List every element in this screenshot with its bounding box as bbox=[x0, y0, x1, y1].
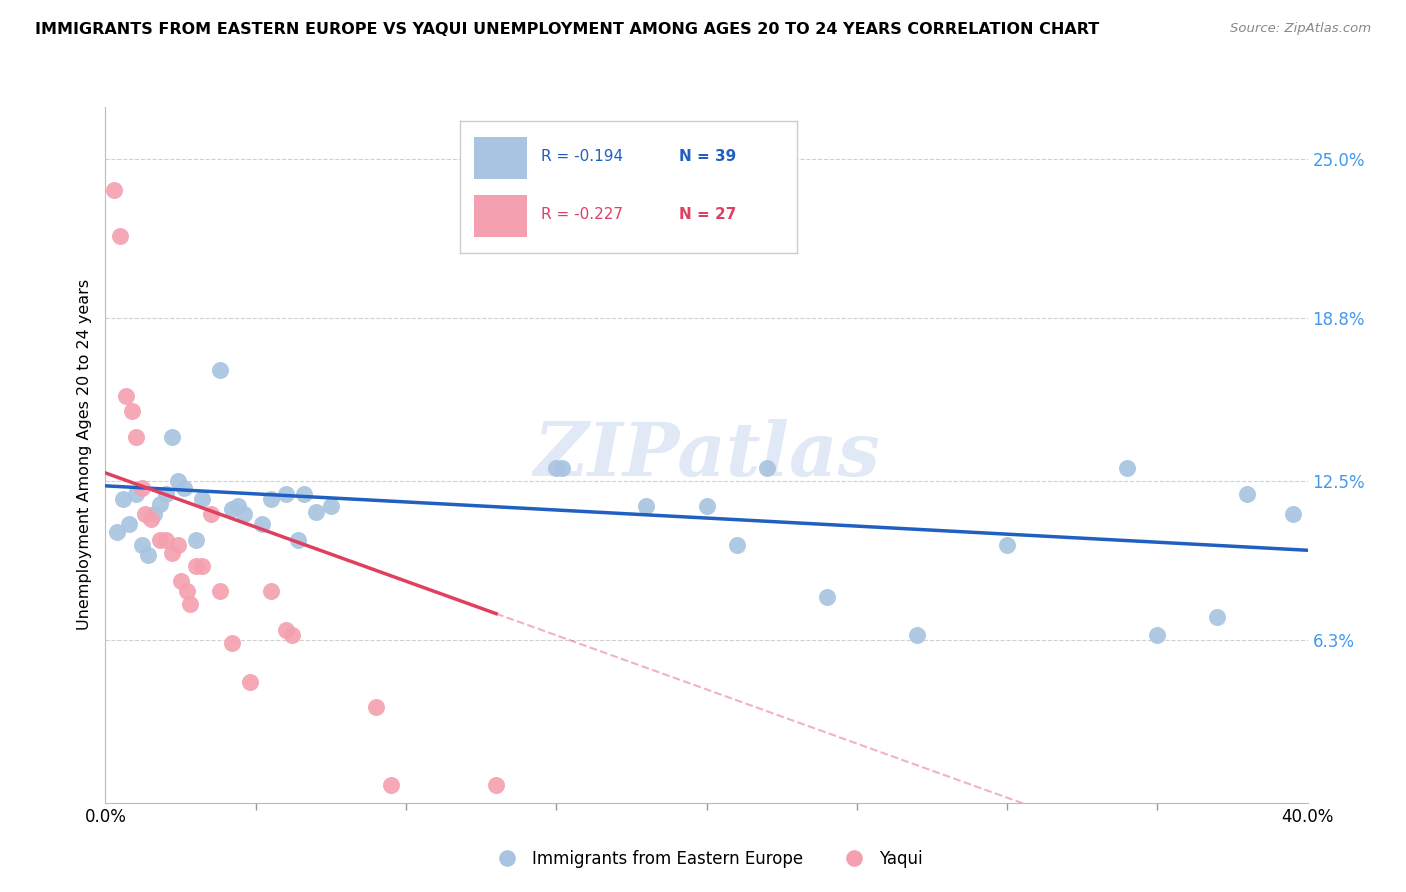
Point bbox=[755, 460, 778, 475]
Point bbox=[208, 584, 231, 599]
Point bbox=[380, 778, 402, 792]
Point bbox=[131, 482, 153, 496]
Point bbox=[485, 778, 508, 792]
Point bbox=[636, 500, 658, 514]
Point bbox=[142, 507, 165, 521]
Point bbox=[173, 482, 195, 496]
Point bbox=[155, 533, 177, 547]
Y-axis label: Unemployment Among Ages 20 to 24 years: Unemployment Among Ages 20 to 24 years bbox=[76, 279, 91, 631]
Point bbox=[169, 574, 191, 589]
Point bbox=[110, 228, 132, 243]
Point bbox=[184, 558, 207, 573]
Point bbox=[103, 182, 125, 196]
Point bbox=[260, 584, 283, 599]
Point bbox=[725, 538, 748, 552]
Point bbox=[905, 628, 928, 642]
Point bbox=[160, 430, 183, 444]
Point bbox=[221, 636, 243, 650]
Point bbox=[184, 533, 207, 547]
Point bbox=[124, 486, 146, 500]
Point bbox=[200, 507, 222, 521]
Point bbox=[221, 502, 243, 516]
Point bbox=[148, 533, 170, 547]
Point bbox=[166, 474, 188, 488]
Point bbox=[176, 584, 198, 599]
Point bbox=[232, 507, 254, 521]
Point bbox=[1206, 610, 1229, 624]
Point bbox=[815, 590, 838, 604]
Point bbox=[1146, 628, 1168, 642]
Point bbox=[546, 460, 568, 475]
Point bbox=[696, 500, 718, 514]
Text: IMMIGRANTS FROM EASTERN EUROPE VS YAQUI UNEMPLOYMENT AMONG AGES 20 TO 24 YEARS C: IMMIGRANTS FROM EASTERN EUROPE VS YAQUI … bbox=[35, 22, 1099, 37]
Point bbox=[260, 491, 283, 506]
Point bbox=[239, 674, 262, 689]
Point bbox=[292, 486, 315, 500]
Point bbox=[226, 500, 249, 514]
Point bbox=[155, 486, 177, 500]
Text: Source: ZipAtlas.com: Source: ZipAtlas.com bbox=[1230, 22, 1371, 36]
Point bbox=[190, 558, 212, 573]
Point bbox=[1236, 486, 1258, 500]
Point bbox=[1281, 507, 1303, 521]
Point bbox=[208, 363, 231, 377]
Point bbox=[124, 430, 146, 444]
Point bbox=[148, 497, 170, 511]
Point bbox=[179, 598, 201, 612]
Point bbox=[160, 546, 183, 560]
Point bbox=[287, 533, 309, 547]
Point bbox=[115, 389, 138, 403]
Point bbox=[131, 538, 153, 552]
Point bbox=[250, 517, 273, 532]
Point bbox=[121, 404, 143, 418]
Point bbox=[364, 700, 387, 714]
Point bbox=[190, 491, 212, 506]
Point bbox=[274, 623, 297, 637]
Legend: Immigrants from Eastern Europe, Yaqui: Immigrants from Eastern Europe, Yaqui bbox=[484, 843, 929, 874]
Text: ZIPatlas: ZIPatlas bbox=[533, 418, 880, 491]
Point bbox=[995, 538, 1018, 552]
Point bbox=[166, 538, 188, 552]
Point bbox=[107, 525, 129, 540]
Point bbox=[136, 549, 159, 563]
Point bbox=[281, 628, 304, 642]
Point bbox=[118, 517, 141, 532]
Point bbox=[112, 491, 135, 506]
Point bbox=[551, 460, 574, 475]
Point bbox=[134, 507, 156, 521]
Point bbox=[1116, 460, 1139, 475]
Point bbox=[139, 512, 162, 526]
Point bbox=[274, 486, 297, 500]
Point bbox=[305, 505, 328, 519]
Point bbox=[319, 500, 342, 514]
